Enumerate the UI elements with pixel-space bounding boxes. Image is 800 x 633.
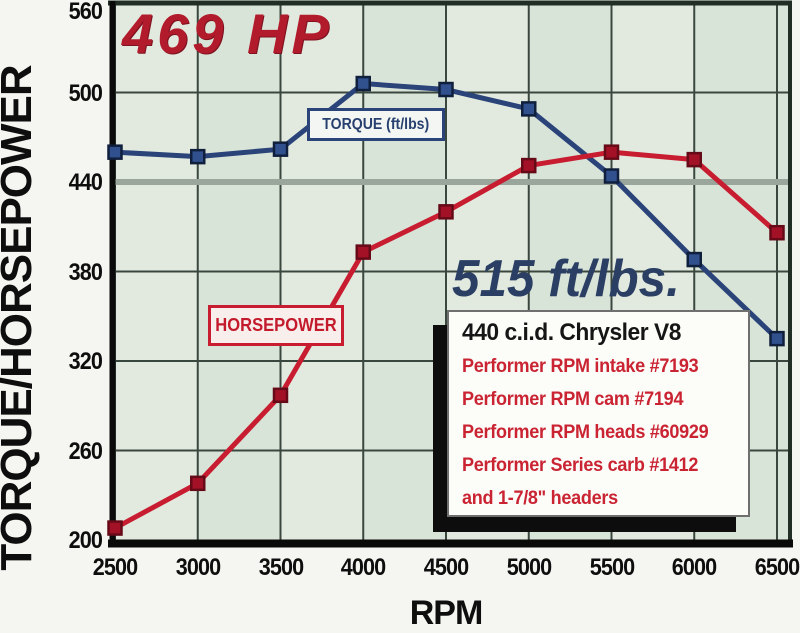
x-tick-label: 5000 — [506, 554, 552, 581]
y-tick-label: 380 — [68, 258, 103, 286]
x-tick-label: 6500 — [754, 554, 800, 581]
x-tick-label: 2500 — [92, 554, 138, 581]
horsepower-series-label-text: HORSEPOWER — [215, 315, 337, 335]
torque-series-label-box: TORQUE (ft/lbs) — [307, 108, 445, 141]
x-tick-label: 4500 — [423, 554, 469, 581]
x-tick-label: 5500 — [589, 554, 634, 581]
y-tick-label: 500 — [68, 79, 103, 107]
horsepower-series-label-box: HORSEPOWER — [208, 305, 344, 346]
info-box-line: Performer RPM intake #7193 — [462, 356, 699, 377]
y-tick-label: 440 — [68, 169, 103, 196]
y-axis-title: TORQUE/HORSEPOWER — [0, 65, 41, 571]
torque-series-label-text: TORQUE (ft/lbs) — [322, 115, 430, 133]
x-tick-label: 3500 — [258, 554, 303, 581]
torque-peak-annotation: 515 ft/lbs. — [452, 250, 680, 308]
x-tick-label: 6000 — [672, 554, 717, 581]
info-box-line: Performer RPM cam #7194 — [462, 389, 684, 410]
info-box-line: and 1-7/8" headers — [462, 488, 618, 509]
info-box-line: Performer Series carb #1412 — [462, 455, 699, 476]
y-tick-label: 200 — [68, 527, 103, 554]
x-axis-title: RPM — [409, 594, 484, 632]
x-tick-label: 4000 — [341, 554, 386, 581]
y-tick-label: 320 — [68, 348, 103, 375]
engine-info-title: 440 c.i.d. Chrysler V8 — [462, 319, 681, 346]
y-tick-label: 260 — [68, 437, 103, 465]
hp-peak-annotation: 469 HP — [122, 2, 333, 65]
engine-info-box: 440 c.i.d. Chrysler V8 Performer RPM int… — [447, 310, 750, 517]
y-tick-label: 560 — [68, 0, 103, 25]
x-tick-label: 3000 — [175, 554, 221, 581]
info-box-line: Performer RPM heads #60929 — [462, 422, 709, 443]
engine-info-lines: Performer RPM intake #7193 Performer RPM … — [462, 350, 748, 515]
